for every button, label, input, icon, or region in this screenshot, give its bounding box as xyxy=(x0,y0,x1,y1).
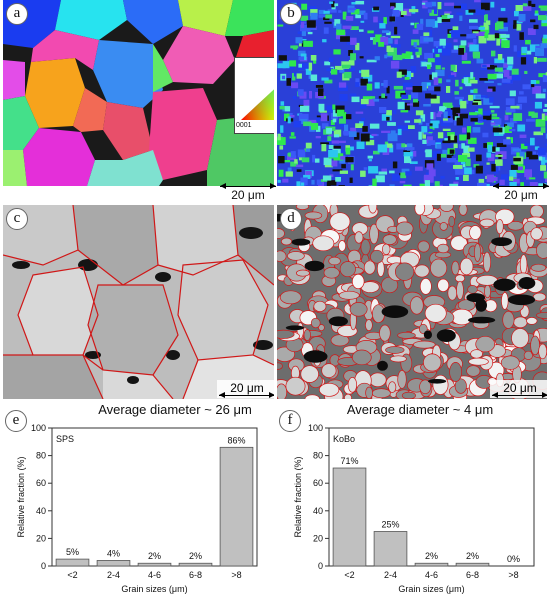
y-tick-label: 40 xyxy=(313,506,323,516)
bar-data-label: 2% xyxy=(148,551,161,561)
scale-bar-b: 20 μm xyxy=(493,186,549,202)
bar xyxy=(138,563,171,566)
x-tick-label: 4-6 xyxy=(148,570,161,580)
x-tick-label: 2-4 xyxy=(384,570,397,580)
ebsd-map-fine-image xyxy=(277,0,547,186)
x-axis-label: Grain sizes (μm) xyxy=(398,584,464,594)
panel-label-e: e xyxy=(5,410,27,432)
y-axis-label: Relative fraction (%) xyxy=(293,456,303,537)
bar-data-label: 71% xyxy=(340,456,358,466)
panel-label-f: f xyxy=(279,410,301,432)
y-tick-label: 0 xyxy=(318,561,323,571)
bar-data-label: 86% xyxy=(227,435,245,445)
panel-label-c: c xyxy=(6,208,28,230)
bar-data-label: 2% xyxy=(189,551,202,561)
scale-bar-label: 20 μm xyxy=(504,188,538,202)
grain-boundary-map-fine-image xyxy=(277,205,547,399)
y-tick-label: 20 xyxy=(313,533,323,543)
panel-label-d: d xyxy=(280,208,302,230)
scale-bar-line xyxy=(492,395,547,396)
scale-bar-line xyxy=(219,395,274,396)
panel-label-b: b xyxy=(280,3,302,25)
bar xyxy=(333,468,366,566)
scale-bar-label: 20 μm xyxy=(230,381,264,395)
scale-bar-label: 20 μm xyxy=(231,188,265,202)
bar-data-label: 25% xyxy=(381,520,399,530)
grain-boundary-map-coarse: c 20 μm xyxy=(3,205,274,399)
scale-bar-c: 20 μm xyxy=(217,380,274,398)
grain-boundary-map-fine: d 20 μm xyxy=(277,205,547,399)
y-tick-label: 80 xyxy=(313,451,323,461)
bar-data-label: 5% xyxy=(66,547,79,557)
bar-data-label: 0% xyxy=(507,554,520,564)
y-tick-label: 60 xyxy=(313,478,323,488)
dataset-annotation: KoBo xyxy=(333,434,355,444)
bar xyxy=(179,563,212,566)
y-tick-label: 40 xyxy=(36,506,46,516)
panel-label-a: a xyxy=(6,3,28,25)
x-tick-label: >8 xyxy=(231,570,241,580)
dataset-annotation: SPS xyxy=(56,434,74,444)
scale-bar-line xyxy=(493,186,549,187)
bar-data-label: 2% xyxy=(425,551,438,561)
histogram-f-svg: KoBo 0 20 40 60 80 100 Relative fraction (%) 71%… xyxy=(277,420,547,597)
bar xyxy=(456,563,489,566)
y-tick-label: 60 xyxy=(36,478,46,488)
histogram-f: KoBo 0 20 40 60 80 100 Relative fraction (%) 71%… xyxy=(277,420,547,597)
x-tick-label: 6-8 xyxy=(189,570,202,580)
ipf-label-left: 0001 xyxy=(236,122,252,129)
y-tick-label: 100 xyxy=(31,423,46,433)
bar xyxy=(97,560,130,566)
y-tick-label: 100 xyxy=(308,423,323,433)
scale-bar-line xyxy=(220,186,276,187)
y-tick-label: 80 xyxy=(36,451,46,461)
scale-bar-label: 20 μm xyxy=(503,381,537,395)
x-tick-label: >8 xyxy=(508,570,518,580)
bar xyxy=(415,563,448,566)
x-tick-label: 6-8 xyxy=(466,570,479,580)
scale-bar-d: 20 μm xyxy=(490,380,547,398)
x-tick-label: <2 xyxy=(344,570,354,580)
chart-title-f: Average diameter ~ 4 μm xyxy=(320,402,520,417)
ipf-color-legend: 1010 0001 2110 xyxy=(234,57,274,134)
bar xyxy=(56,559,89,566)
bar xyxy=(374,532,407,567)
bar-data-label: 2% xyxy=(466,551,479,561)
x-tick-label: 4-6 xyxy=(425,570,438,580)
x-tick-label: <2 xyxy=(67,570,77,580)
x-tick-label: 2-4 xyxy=(107,570,120,580)
ebsd-map-coarse: a 1010 0001 2110 xyxy=(3,0,274,186)
y-axis-label: Relative fraction (%) xyxy=(16,456,26,537)
ebsd-map-fine: b xyxy=(277,0,547,186)
x-axis-label: Grain sizes (μm) xyxy=(121,584,187,594)
histogram-e-svg: SPS 0 20 40 60 80 100 Relative fraction (%) 5% <2… xyxy=(0,420,270,597)
y-tick-label: 0 xyxy=(41,561,46,571)
chart-title-e: Average diameter ~ 26 μm xyxy=(60,402,290,417)
bar xyxy=(220,447,253,566)
y-tick-label: 20 xyxy=(36,533,46,543)
histogram-e: SPS 0 20 40 60 80 100 Relative fraction (%) 5% <2… xyxy=(0,420,270,597)
bar-data-label: 4% xyxy=(107,548,120,558)
scale-bar-a: 20 μm xyxy=(220,186,276,202)
grain-boundary-map-coarse-image xyxy=(3,205,274,399)
